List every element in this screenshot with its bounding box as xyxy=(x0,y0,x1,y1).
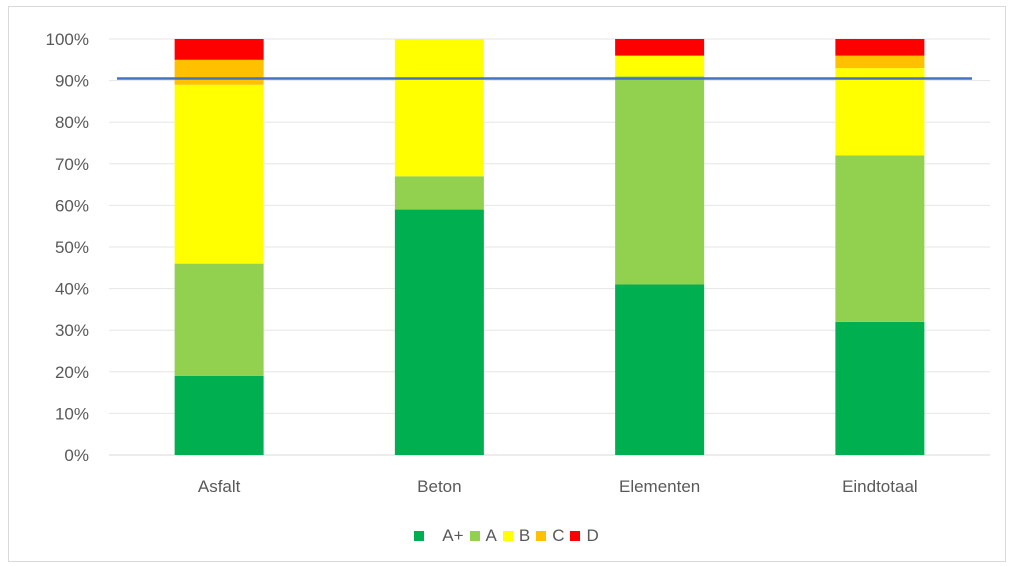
y-tick-label: 80% xyxy=(55,113,89,132)
bars xyxy=(174,39,925,455)
y-tick-label: 90% xyxy=(55,72,89,91)
legend-item: C xyxy=(536,526,564,546)
bar-segment-beton-aplus xyxy=(394,209,484,455)
bar-segment-asfalt-c xyxy=(174,59,264,85)
x-category-label: Beton xyxy=(417,477,461,496)
legend: A+ A B C D xyxy=(0,526,1013,546)
bar-segment-beton-a xyxy=(394,176,484,210)
y-tick-label: 60% xyxy=(55,196,89,215)
legend-swatch xyxy=(570,531,581,541)
bar-segment-eindtotaal-a xyxy=(835,155,925,322)
legend-swatch xyxy=(469,531,480,541)
legend-label: A xyxy=(485,526,497,545)
y-tick-label: 40% xyxy=(55,280,89,299)
bar-segment-beton-b xyxy=(394,39,484,177)
bar-segment-elementen-d xyxy=(615,39,705,56)
x-category-label: Elementen xyxy=(619,477,700,496)
y-tick-label: 30% xyxy=(55,321,89,340)
legend-label: C xyxy=(552,526,565,545)
bar-segment-asfalt-b xyxy=(174,84,264,264)
legend-swatch xyxy=(502,531,513,541)
legend-label: B xyxy=(518,526,531,545)
legend-swatch xyxy=(414,531,425,541)
y-tick-label: 0% xyxy=(64,446,89,465)
bar-segment-eindtotaal-c xyxy=(835,55,925,69)
bar-segment-eindtotaal-d xyxy=(835,39,925,56)
legend-item: B xyxy=(502,526,531,546)
legend-item: A+ xyxy=(414,526,464,546)
y-tick-label: 100% xyxy=(46,30,89,49)
legend-label: A+ xyxy=(442,526,464,545)
bar-segment-elementen-aplus xyxy=(615,284,705,455)
legend-item: A xyxy=(469,526,497,546)
legend-label: D xyxy=(586,526,599,545)
bar-segment-eindtotaal-b xyxy=(835,68,925,156)
legend-item: D xyxy=(570,526,599,546)
bar-segment-asfalt-a xyxy=(174,263,264,376)
y-axis-tick-labels: 0% 10% 20% 30% 40% 50% 60% 70% 80% 90% 100% xyxy=(46,30,89,465)
x-category-label: Eindtotaal xyxy=(842,477,918,496)
y-tick-label: 70% xyxy=(55,155,89,174)
x-axis-category-labels: Asfalt Beton Elementen Eindtotaal xyxy=(198,477,918,496)
x-category-label: Asfalt xyxy=(198,477,241,496)
bar-segment-eindtotaal-aplus xyxy=(835,321,925,455)
y-tick-label: 50% xyxy=(55,238,89,257)
bar-segment-asfalt-d xyxy=(174,39,264,60)
y-tick-label: 20% xyxy=(55,363,89,382)
bar-segment-elementen-a xyxy=(615,76,705,285)
bar-segment-asfalt-aplus xyxy=(174,375,264,455)
y-tick-label: 10% xyxy=(55,404,89,423)
legend-swatch xyxy=(536,531,547,541)
bar-segment-elementen-b xyxy=(615,55,705,77)
